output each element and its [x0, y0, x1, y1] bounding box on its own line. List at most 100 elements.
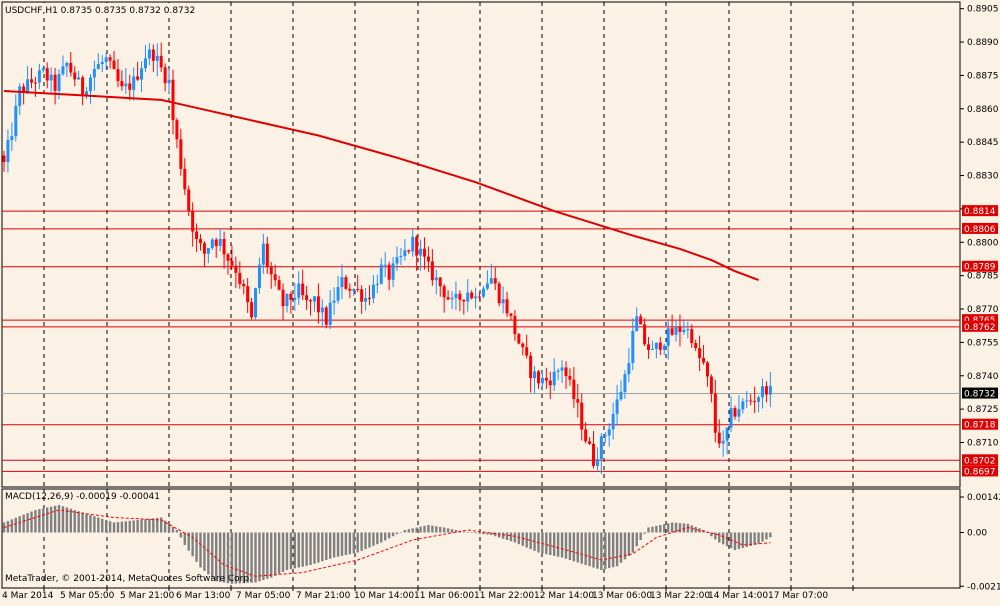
macd-histogram-bar: [643, 532, 646, 534]
macd-histogram-bar: [395, 532, 399, 535]
bull-candle: [312, 296, 316, 302]
macd-histogram-bar: [372, 532, 375, 546]
bull-candle: [10, 136, 14, 140]
title-bg: [3, 3, 228, 16]
macd-histogram-bar: [42, 508, 45, 533]
bear-candle: [222, 238, 226, 255]
bear-candle: [73, 72, 77, 80]
bull-candle: [379, 264, 383, 284]
macd-histogram-bar: [584, 532, 587, 565]
price-tick-label: 0.8725: [967, 405, 999, 415]
macd-histogram-bar: [505, 532, 509, 540]
level-price-box: [962, 418, 998, 430]
macd-histogram-bar: [521, 532, 524, 546]
time-tick-label: 17 Mar 07:00: [768, 591, 828, 601]
bull-candle: [92, 69, 96, 78]
macd-histogram-bar: [604, 532, 607, 570]
macd-histogram-bar: [132, 520, 135, 533]
bull-candle: [14, 105, 18, 137]
bear-candle: [183, 168, 187, 190]
bull-candle: [552, 371, 556, 386]
bear-candle: [470, 292, 474, 299]
macd-histogram-bar: [344, 532, 348, 555]
time-tick-label: 13 Mar 06:00: [592, 591, 652, 601]
level-price-box: [962, 222, 998, 234]
bull-candle: [261, 243, 265, 265]
macd-histogram-bar: [564, 532, 568, 559]
bull-candle: [285, 293, 289, 307]
macd-histogram-bar: [718, 532, 721, 543]
macd-histogram-bar: [761, 532, 764, 542]
bull-candle: [757, 397, 761, 402]
macd-histogram-bar: [380, 532, 383, 543]
bull-candle: [352, 289, 356, 291]
moving-average: [3, 90, 759, 282]
bear-candle: [709, 376, 713, 394]
bear-candle: [195, 231, 199, 240]
bear-candle: [462, 299, 466, 302]
macd-histogram-bar: [407, 529, 410, 533]
macd-histogram-bar: [769, 532, 772, 538]
bear-candle: [588, 441, 592, 444]
bull-candle: [599, 436, 603, 460]
macd-histogram-bar: [423, 525, 426, 533]
macd-histogram-bar: [686, 523, 690, 533]
horizontal-levels: [2, 210, 960, 472]
bull-candle: [403, 250, 407, 257]
macd-histogram-bar: [258, 532, 261, 582]
copyright-text: MetaTrader, © 2001-2014, MetaQuotes Soft…: [5, 574, 252, 584]
bull-candle: [383, 264, 387, 266]
bear-candle: [639, 316, 643, 325]
macd-histogram-bar: [611, 532, 615, 568]
bull-candle: [481, 288, 485, 297]
macd-histogram-bar: [89, 515, 92, 533]
macd-histogram-bar: [608, 532, 611, 569]
macd-histogram-bar: [325, 532, 328, 560]
bull-candle: [26, 79, 30, 93]
macd-tick-label: 0.00142: [967, 493, 1000, 503]
macd-histogram-bar: [317, 532, 320, 563]
time-tick-label: 6 Mar 13:00: [176, 591, 231, 601]
macd-histogram-bar: [183, 532, 186, 545]
bull-candle: [745, 400, 749, 402]
macd-histogram-bar: [427, 525, 430, 533]
bear-candle: [281, 289, 285, 307]
bear-candle: [702, 358, 706, 363]
bull-candle: [336, 287, 340, 301]
time-tick-label: 5 Mar 21:00: [120, 591, 175, 601]
main-title: USDCHF,H1 0.8735 0.8735 0.8732 0.8732: [5, 6, 195, 16]
bull-candle: [603, 435, 607, 437]
level-price-label: 0.8702: [964, 456, 996, 466]
macd-histogram-bar: [26, 513, 29, 533]
bull-candle: [595, 459, 599, 466]
bear-candle: [187, 189, 191, 211]
bear-candle: [548, 380, 552, 386]
macd-histogram-bar: [97, 517, 100, 533]
bull-candle: [450, 297, 454, 300]
price-tick-label: 0.8845: [967, 138, 999, 148]
bull-candle: [37, 70, 41, 83]
macd-signal-line: [3, 509, 771, 577]
time-tick-label: 7 Mar 21:00: [296, 591, 351, 601]
macd-histogram-bar: [207, 532, 210, 575]
bear-candle: [265, 243, 269, 267]
bull-candle: [540, 377, 544, 384]
macd-histogram-bar: [411, 528, 414, 533]
bear-candle: [2, 155, 6, 162]
macd-histogram-bar: [391, 532, 395, 537]
bull-candle: [627, 363, 631, 375]
macd-histogram-bar: [163, 520, 167, 533]
bear-candle: [415, 236, 419, 256]
macd-histogram-bar: [305, 532, 308, 566]
macd-histogram-bar: [757, 532, 760, 544]
macd-histogram-bar: [600, 532, 603, 570]
bull-candle: [686, 329, 690, 331]
macd-histogram-bar: [690, 525, 693, 533]
bear-candle: [273, 274, 277, 281]
price-tick-label: 0.8890: [967, 38, 999, 48]
macd-histogram-bar: [218, 532, 222, 582]
macd-histogram-bar: [529, 532, 532, 550]
macd-histogram-bar: [18, 516, 21, 533]
bear-candle: [584, 429, 588, 442]
